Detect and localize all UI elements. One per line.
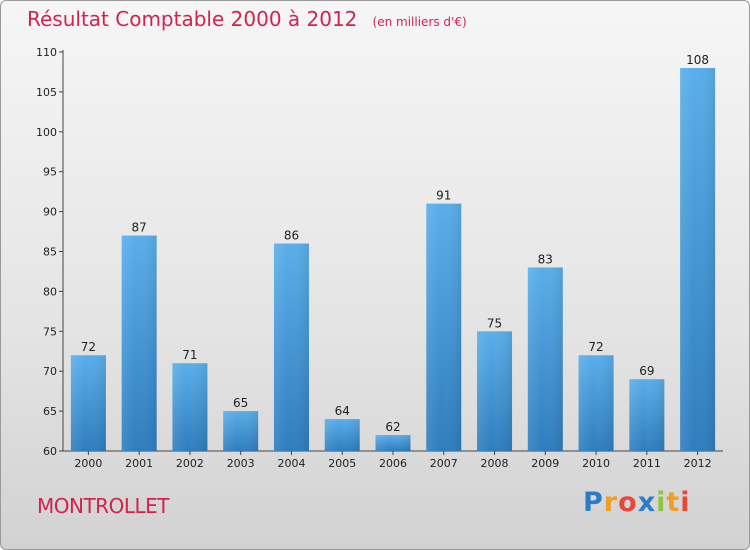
x-tick-label: 2009 (531, 457, 559, 470)
logo-letter: i (656, 487, 667, 518)
bar-shade-2009 (527, 267, 563, 451)
value-label: 91 (436, 189, 451, 203)
logo-letter: x (637, 487, 657, 518)
y-tick-label: 70 (43, 365, 57, 378)
bar-shade-2003 (223, 411, 259, 451)
x-tick-label: 2000 (74, 457, 102, 470)
bar-shade-2001 (121, 235, 157, 451)
value-label: 75 (487, 316, 502, 330)
x-tick-label: 2012 (684, 457, 712, 470)
logo-letter: t (666, 487, 681, 518)
x-tick-label: 2011 (633, 457, 661, 470)
x-tick-label: 2007 (430, 457, 458, 470)
bar-shade-2005 (324, 419, 360, 451)
y-tick-label: 90 (43, 206, 57, 219)
y-tick-label: 110 (36, 46, 57, 59)
value-label: 65 (233, 396, 248, 410)
labels-group: 2000 72 2001 87 2002 71 2003 65 2004 86 2005 64 2006… (74, 53, 711, 470)
value-label: 87 (132, 221, 147, 235)
bar-shade-2007 (426, 203, 462, 451)
chart-subtitle: (en milliers d'€) (372, 15, 467, 29)
logo-letter: r (603, 487, 619, 518)
chart-title: Résultat Comptable 2000 à 2012 (en milli… (27, 7, 467, 31)
value-label: 62 (385, 420, 400, 434)
value-label: 71 (182, 348, 197, 362)
value-label: 69 (639, 364, 654, 378)
y-tick-label: 95 (43, 166, 57, 179)
commune-name: MONTROLLET (37, 494, 169, 518)
bar-shade-2004 (273, 243, 309, 451)
value-label: 83 (538, 252, 553, 266)
x-tick-label: 2008 (481, 457, 509, 470)
x-tick-label: 2004 (277, 457, 305, 470)
y-tick-label: 80 (43, 285, 57, 298)
value-label: 86 (284, 229, 299, 243)
bar-shade-2012 (680, 67, 716, 452)
bar-shade-2002 (172, 363, 208, 451)
bar-shade-2011 (629, 379, 665, 451)
value-label: 72 (588, 340, 603, 354)
logo-letter: o (618, 487, 638, 518)
x-tick-label: 2001 (125, 457, 153, 470)
x-tick-label: 2010 (582, 457, 610, 470)
y-tick-label: 65 (43, 405, 57, 418)
y-tick-label: 105 (36, 86, 57, 99)
x-tick-label: 2003 (227, 457, 255, 470)
proxiti-logo: Proxiti (583, 487, 691, 518)
value-label: 64 (335, 404, 350, 418)
x-tick-label: 2002 (176, 457, 204, 470)
x-tick-label: 2005 (328, 457, 356, 470)
bar-shade-2006 (375, 435, 411, 451)
chart-title-main: Résultat Comptable 2000 à 2012 (27, 7, 358, 31)
logo-letter: P (583, 487, 604, 518)
bars-group (70, 67, 716, 452)
value-label: 72 (81, 340, 96, 354)
x-tick-label: 2006 (379, 457, 407, 470)
value-label: 108 (686, 53, 709, 67)
axes-group: 60 65 70 75 80 85 90 95 100 105 110 (36, 46, 723, 458)
bar-shade-2010 (578, 355, 614, 451)
logo-letter: i (680, 487, 691, 518)
y-tick-label: 85 (43, 246, 57, 259)
y-tick-label: 75 (43, 325, 57, 338)
y-tick-label: 60 (43, 445, 57, 458)
bar-shade-2008 (477, 331, 513, 451)
y-tick-label: 100 (36, 126, 57, 139)
bar-shade-2000 (70, 355, 106, 451)
